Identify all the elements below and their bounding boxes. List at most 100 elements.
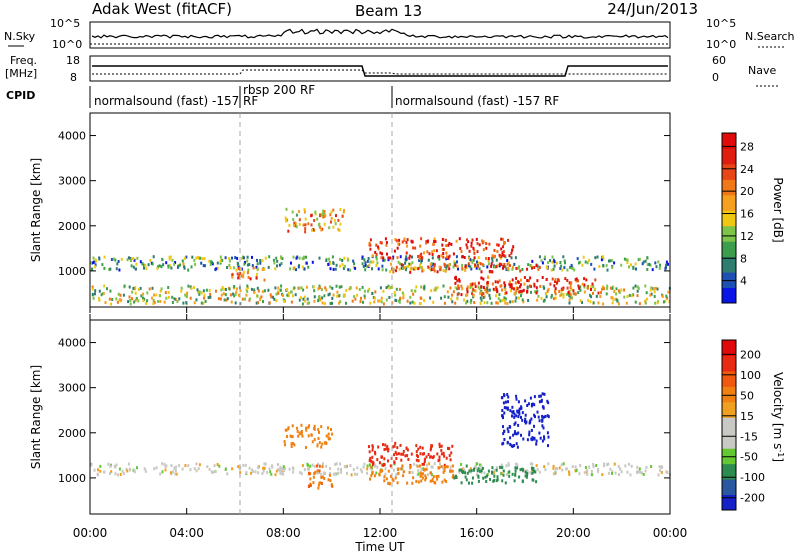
echo-cell bbox=[443, 454, 446, 458]
echo-cell bbox=[160, 287, 163, 291]
echo-cell bbox=[463, 468, 466, 472]
echo-cell bbox=[328, 292, 331, 296]
echo-cell bbox=[447, 446, 449, 450]
echo-cell bbox=[405, 240, 408, 244]
echo-cell bbox=[589, 300, 592, 304]
echo-cell bbox=[323, 302, 326, 306]
echo-cell bbox=[362, 465, 365, 469]
echo-cell bbox=[541, 418, 544, 422]
echo-cell bbox=[493, 248, 496, 252]
echo-cell bbox=[245, 293, 248, 297]
echo-cell bbox=[620, 470, 623, 474]
echo-cell bbox=[436, 452, 439, 456]
echo-cell bbox=[98, 296, 100, 300]
echo-cell bbox=[550, 293, 553, 297]
echo-cell bbox=[542, 285, 545, 289]
echo-cell bbox=[501, 414, 504, 418]
echo-cell bbox=[346, 471, 348, 475]
echo-cell bbox=[406, 481, 409, 485]
echo-cell bbox=[332, 293, 335, 297]
echo-cell bbox=[411, 255, 413, 259]
echo-cell bbox=[133, 468, 136, 472]
echo-cell bbox=[234, 301, 237, 305]
echo-cell bbox=[657, 473, 660, 477]
echo-cell bbox=[299, 471, 302, 475]
echo-cell bbox=[469, 265, 472, 269]
echo-cell bbox=[229, 293, 232, 297]
echo-cell bbox=[545, 265, 548, 269]
echo-cell bbox=[529, 471, 532, 475]
echo-cell bbox=[517, 280, 520, 284]
echo-cell bbox=[492, 471, 495, 475]
echo-cell bbox=[530, 285, 533, 289]
echo-cell bbox=[576, 257, 579, 261]
echo-cell bbox=[298, 256, 301, 260]
echo-cell bbox=[413, 462, 416, 466]
noise-search-label: N.Search bbox=[745, 30, 795, 43]
echo-cell bbox=[447, 243, 450, 247]
echo-cell bbox=[533, 469, 535, 473]
echo-cell bbox=[356, 293, 359, 297]
echo-cell bbox=[466, 471, 469, 475]
echo-cell bbox=[146, 291, 149, 295]
echo-cell bbox=[220, 288, 223, 292]
echo-cell bbox=[206, 465, 209, 469]
echo-cell bbox=[254, 470, 257, 474]
echo-cell bbox=[488, 293, 491, 297]
echo-cell bbox=[513, 432, 516, 435]
echo-cell bbox=[312, 475, 315, 479]
echo-cell bbox=[565, 467, 568, 471]
echo-cell bbox=[298, 222, 301, 226]
echo-cell bbox=[428, 267, 431, 271]
echo-cell bbox=[592, 301, 595, 305]
echo-cell bbox=[502, 250, 505, 254]
echo-cell bbox=[536, 298, 539, 302]
echo-cell bbox=[537, 294, 540, 298]
echo-cell bbox=[282, 465, 285, 469]
echo-cell bbox=[181, 259, 184, 263]
echo-cell bbox=[270, 464, 273, 468]
echo-cell bbox=[305, 428, 308, 432]
date-title: 24/Jun/2013 bbox=[607, 0, 698, 18]
echo-cell bbox=[531, 436, 534, 440]
echo-cell bbox=[435, 475, 438, 478]
echo-cell bbox=[412, 246, 415, 250]
echo-cell bbox=[562, 293, 565, 296]
echo-cell bbox=[214, 469, 217, 473]
echo-cell bbox=[570, 281, 573, 285]
echo-cell bbox=[300, 472, 303, 476]
echo-cell bbox=[317, 462, 320, 466]
echo-cell bbox=[247, 275, 250, 279]
echo-cell bbox=[507, 238, 510, 242]
echo-cell bbox=[556, 281, 559, 285]
echo-cell bbox=[511, 286, 513, 290]
echo-cell bbox=[415, 458, 418, 462]
echo-cell bbox=[525, 469, 528, 473]
echo-cell bbox=[520, 405, 523, 409]
echo-cell bbox=[395, 452, 398, 456]
echo-cell bbox=[474, 285, 477, 288]
echo-cell bbox=[386, 252, 388, 256]
echo-cell bbox=[495, 258, 498, 262]
colorbar-segment bbox=[722, 225, 736, 242]
cpid-segment-1: rbsp 200 RF bbox=[243, 83, 315, 97]
echo-cell bbox=[369, 456, 372, 460]
echo-cell bbox=[142, 296, 144, 300]
echo-cell bbox=[99, 464, 102, 468]
echo-cell bbox=[394, 441, 397, 445]
echo-cell bbox=[259, 259, 262, 262]
echo-cell bbox=[636, 285, 639, 289]
echo-cell bbox=[547, 444, 549, 448]
echo-cell bbox=[448, 242, 451, 245]
echo-cell bbox=[92, 261, 95, 264]
echo-cell bbox=[321, 442, 324, 446]
echo-cell bbox=[421, 472, 424, 476]
echo-cell bbox=[297, 434, 300, 438]
colorbar-tick-label: 4 bbox=[740, 275, 747, 288]
colorbar-tick-label: 50 bbox=[740, 389, 754, 402]
echo-cell bbox=[488, 288, 491, 292]
echo-cell bbox=[399, 296, 402, 300]
echo-cell bbox=[508, 261, 510, 265]
echo-cell bbox=[559, 266, 562, 270]
echo-cell bbox=[646, 263, 649, 267]
